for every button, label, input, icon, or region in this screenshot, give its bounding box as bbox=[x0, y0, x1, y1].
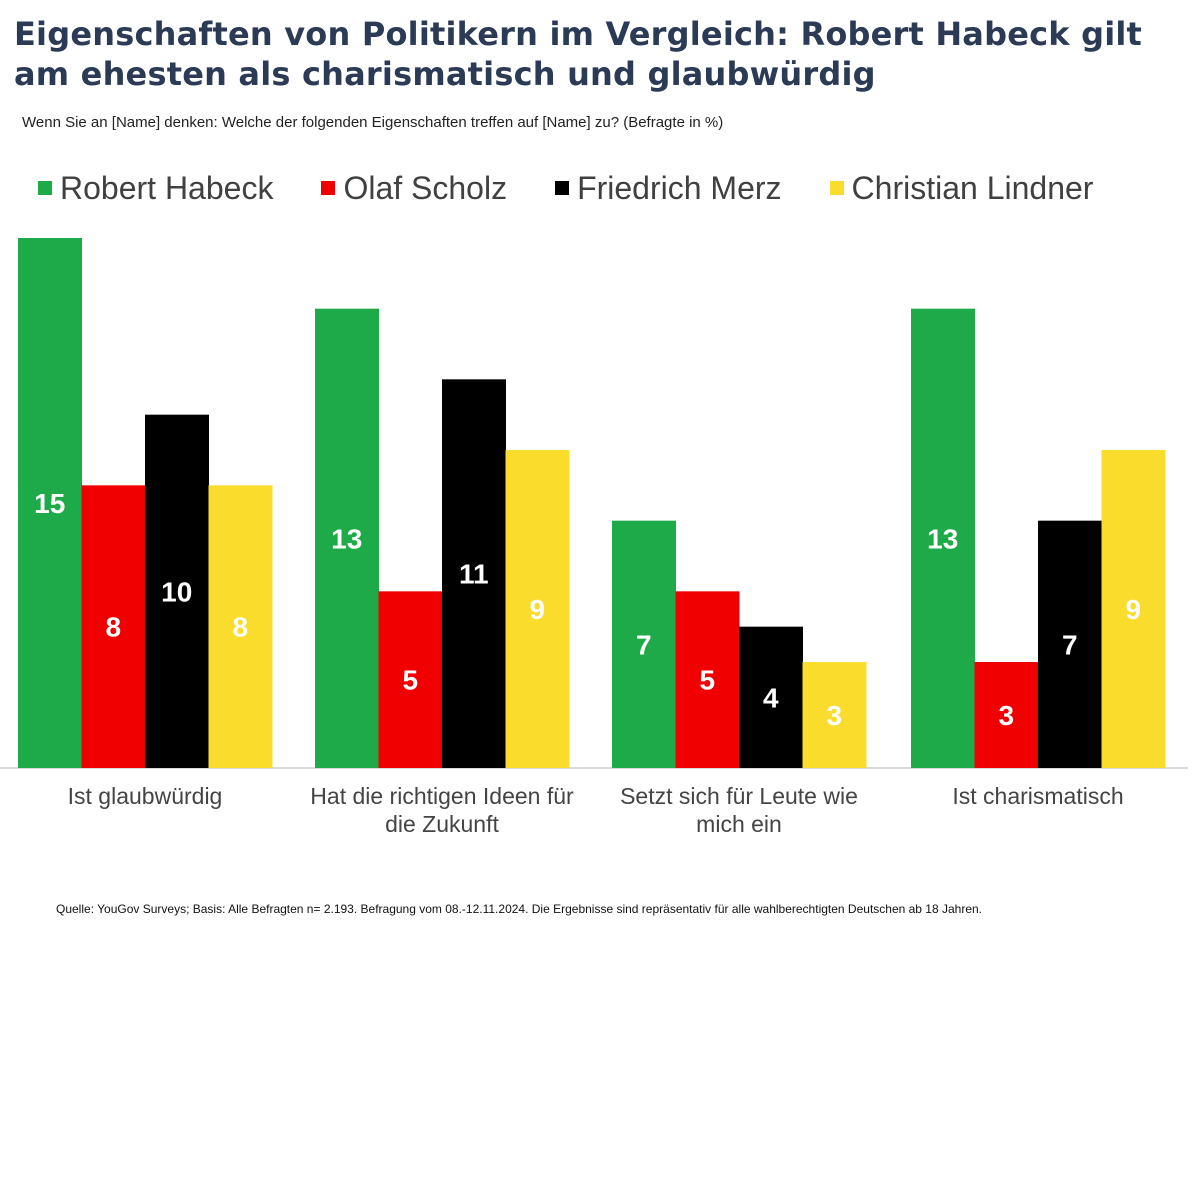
legend-item-scholz: Olaf Scholz bbox=[321, 170, 507, 207]
legend-swatch-scholz bbox=[321, 181, 336, 195]
bar-robert-habeck-2 bbox=[315, 308, 379, 768]
bar-value-olaf-scholz-1: 8 bbox=[105, 612, 121, 643]
bar-friedrich-merz-3 bbox=[739, 626, 803, 768]
category-label-line: mich ein bbox=[696, 811, 782, 837]
bar-chart: 15 8 10 8 Ist glaubwürdig 13 5 11 9 Hat die richt… bbox=[0, 238, 1188, 837]
category-label-2: Hat die richtigen Ideen für die Zukunft bbox=[310, 783, 574, 837]
legend-swatch-merz bbox=[555, 181, 570, 195]
bar-value-robert-habeck-1: 15 bbox=[34, 488, 65, 519]
bar-robert-habeck-1 bbox=[18, 238, 82, 768]
bar-christian-lindner-3 bbox=[802, 662, 867, 768]
legend-label-habeck: Robert Habeck bbox=[60, 169, 274, 206]
bar-value-robert-habeck-3: 7 bbox=[636, 629, 652, 660]
legend-swatch-lindner bbox=[829, 181, 844, 195]
bar-robert-habeck-4 bbox=[911, 308, 975, 768]
category-label-4: Ist charismatisch bbox=[952, 783, 1123, 809]
bar-friedrich-merz-4 bbox=[1038, 520, 1102, 768]
bar-value-friedrich-merz-4: 7 bbox=[1062, 629, 1078, 660]
legend-item-lindner: Christian Lindner bbox=[829, 169, 1094, 207]
category-label-line: Ist charismatisch bbox=[952, 783, 1123, 809]
legend-label-merz: Friedrich Merz bbox=[577, 169, 782, 206]
bar-value-olaf-scholz-2: 5 bbox=[402, 665, 418, 696]
chart-subtitle: Wenn Sie an [Name] denken: Welche der fo… bbox=[22, 114, 724, 131]
legend-item-merz: Friedrich Merz bbox=[555, 169, 782, 207]
bar-robert-habeck-3 bbox=[612, 520, 676, 768]
category-label-3: Setzt sich für Leute wie mich ein bbox=[620, 783, 858, 837]
source-note: Quelle: YouGov Surveys; Basis: Alle Befr… bbox=[56, 902, 983, 916]
bar-value-christian-lindner-2: 9 bbox=[529, 594, 545, 625]
legend-label-scholz: Olaf Scholz bbox=[343, 169, 508, 206]
bar-value-robert-habeck-4: 13 bbox=[927, 523, 958, 554]
category-label-1: Ist glaubwürdig bbox=[68, 783, 223, 809]
bar-value-christian-lindner-3: 3 bbox=[826, 700, 842, 731]
category-label-line: Setzt sich für Leute wie bbox=[620, 783, 858, 809]
legend-label-lindner: Christian Lindner bbox=[851, 169, 1094, 206]
bar-christian-lindner-4 bbox=[1101, 450, 1166, 768]
bar-friedrich-merz-1 bbox=[145, 414, 209, 768]
bar-value-olaf-scholz-3: 5 bbox=[699, 665, 715, 696]
bar-olaf-scholz-2 bbox=[378, 591, 443, 768]
legend-item-habeck: Robert Habeck bbox=[38, 170, 273, 207]
legend-swatch-habeck bbox=[38, 181, 52, 195]
chart-title: Eigenschaften von Politikern im Vergleic… bbox=[14, 15, 1143, 93]
category-label-line: die Zukunft bbox=[385, 811, 499, 837]
legend: Robert Habeck Olaf Scholz Friedrich Merz… bbox=[38, 168, 1141, 208]
bar-value-friedrich-merz-2: 11 bbox=[459, 559, 489, 590]
bar-olaf-scholz-3 bbox=[675, 591, 740, 768]
bar-value-friedrich-merz-3: 4 bbox=[763, 682, 779, 713]
bar-value-olaf-scholz-4: 3 bbox=[998, 700, 1014, 731]
bar-value-christian-lindner-4: 9 bbox=[1125, 594, 1141, 625]
bar-christian-lindner-1 bbox=[208, 485, 273, 768]
bar-value-robert-habeck-2: 13 bbox=[331, 523, 362, 554]
category-label-line: Ist glaubwürdig bbox=[68, 783, 223, 809]
bar-olaf-scholz-4 bbox=[974, 662, 1039, 768]
bar-value-christian-lindner-1: 8 bbox=[232, 612, 248, 643]
bar-friedrich-merz-2 bbox=[442, 379, 506, 768]
category-label-line: Hat die richtigen Ideen für bbox=[310, 783, 574, 809]
bar-olaf-scholz-1 bbox=[81, 485, 146, 768]
bar-christian-lindner-2 bbox=[505, 450, 570, 768]
bar-value-friedrich-merz-1: 10 bbox=[161, 576, 192, 607]
